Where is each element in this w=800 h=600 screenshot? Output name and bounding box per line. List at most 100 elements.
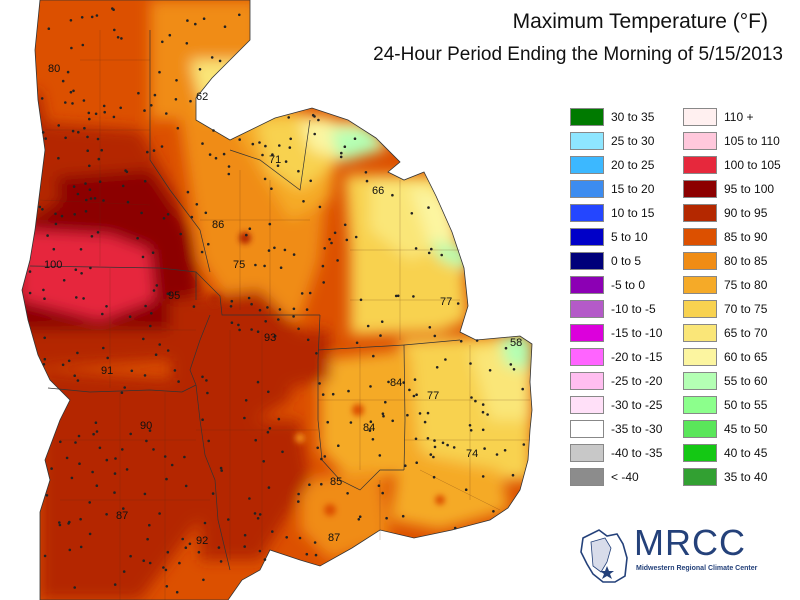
legend-label: 40 to 45 [724,446,768,460]
station-dot [80,272,83,275]
station-dot [43,336,46,340]
station-dot [158,512,161,515]
station-dot [201,142,204,145]
station-dot [433,445,437,449]
station-dot [188,542,192,546]
station-dot [219,466,223,470]
legend-label: -35 to -30 [611,422,663,436]
station-dot [263,264,266,268]
station-dot [266,306,269,309]
legend-swatch [683,108,717,126]
station-dot [162,217,166,220]
station-dot [83,126,86,130]
station-dot [247,296,251,300]
station-dot [287,116,291,119]
legend-label: 0 to 5 [611,254,642,268]
legend-label: 55 to 60 [724,374,768,388]
legend-item: -10 to -5 [570,299,656,319]
station-dot [432,475,436,479]
station-dot [212,129,215,132]
station-dot [230,321,234,325]
station-dot [220,469,223,472]
station-dot [270,187,273,190]
map-value-label: 77 [427,390,440,402]
station-dot [57,156,60,160]
station-dot [369,385,372,388]
station-dot [208,153,212,156]
map-value-label: 90 [140,420,153,432]
station-dot [238,13,241,17]
map-value-label: 84 [363,422,376,434]
station-dot [248,497,251,500]
legend-swatch [683,324,717,342]
station-dot [214,156,218,160]
station-dot [415,461,419,465]
station-dot [432,455,435,459]
station-dot [347,389,350,393]
station-dot [121,448,124,451]
station-dot [155,284,159,287]
station-dot [336,259,339,262]
station-dot [74,268,78,272]
station-dot [168,292,172,296]
station-dot [105,458,109,462]
station-dot [207,439,210,443]
legend-swatch [683,396,717,414]
station-dot [124,169,127,172]
station-dot [112,115,116,119]
station-dot [340,151,343,155]
station-dot [205,379,208,382]
station-dot [292,253,296,256]
station-dot [384,400,387,404]
station-dot [285,536,289,539]
station-dot [69,19,73,22]
map-value-label: 62 [196,91,209,103]
station-dot [297,327,300,331]
station-dot [43,357,47,361]
station-dot [164,568,168,572]
station-dot [412,394,416,398]
station-dot [80,15,84,19]
legend-swatch [570,348,604,366]
legend-item: 30 to 35 [570,107,654,127]
station-dot [267,486,271,489]
station-dot [142,559,145,562]
station-dot [284,160,288,163]
legend-item: 75 to 80 [683,275,767,295]
station-dot [71,102,74,105]
station-dot [120,391,124,395]
station-dot [82,99,86,102]
station-dot [203,521,207,525]
station-dot [243,416,246,420]
legend-swatch [683,276,717,294]
station-dot [379,334,382,337]
map-value-label: 86 [212,219,225,231]
station-dot [522,443,526,446]
station-dot [267,390,270,394]
station-dot [278,144,281,147]
station-dot [258,141,261,144]
station-dot [229,305,233,308]
station-dot [289,137,293,141]
station-dot [349,421,353,424]
station-dot [79,248,83,251]
station-dot [126,200,130,204]
station-dot [430,247,433,251]
station-dot [210,56,214,59]
station-dot [509,363,513,366]
map-value-label: 100 [44,259,63,271]
station-dot [179,232,182,236]
station-dot [211,492,215,495]
legend-label: 95 to 100 [724,182,775,196]
station-dot [427,206,430,209]
station-dot [151,251,155,254]
station-dot [73,374,76,378]
legend-item: 80 to 85 [683,251,767,271]
station-dot [441,441,445,445]
station-dot [423,420,427,424]
station-dot [95,484,99,488]
station-dot [113,28,116,32]
legend-swatch [683,444,717,462]
legend-swatch [683,156,717,174]
station-dot [86,135,89,139]
